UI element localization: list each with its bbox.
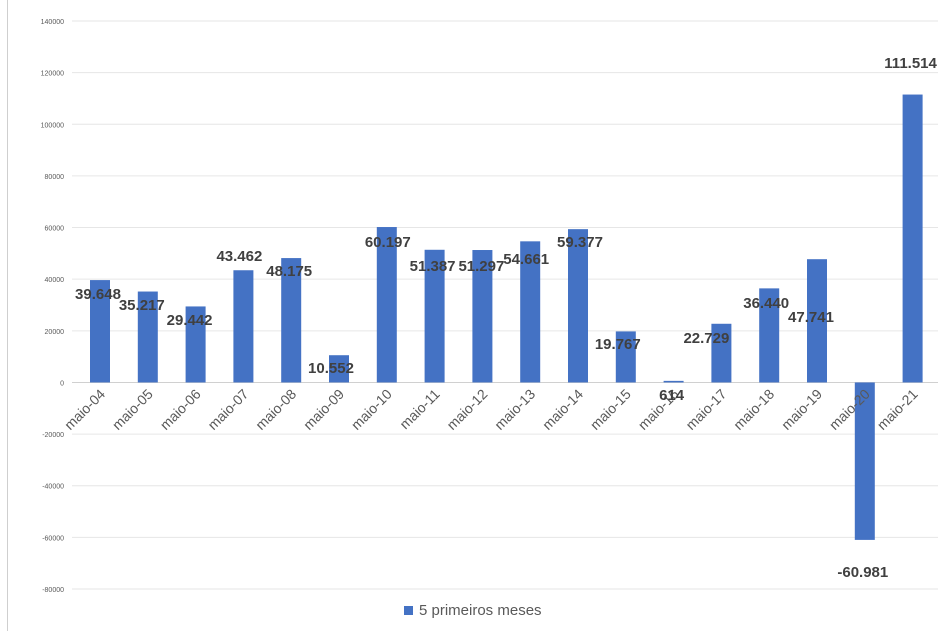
data-label: 51.387 [410, 258, 456, 275]
bar-maio-21 [902, 94, 923, 383]
y-tick-label: 20000 [45, 329, 65, 336]
y-tick-label: 140000 [41, 19, 64, 26]
legend: 5 primeiros meses [404, 602, 542, 619]
bar-maio-12 [472, 250, 493, 383]
bar-maio-08 [281, 258, 302, 383]
y-tick-label: -20000 [42, 432, 64, 439]
y-tick-label: 40000 [45, 277, 65, 284]
bar-maio-05 [137, 291, 158, 383]
data-label: 35.217 [119, 297, 165, 314]
bar-maio-06 [185, 306, 206, 383]
y-axis: 140000 120000 100000 80000 60000 40000 20000 0 -… [41, 19, 64, 594]
x-tick-label: maio-13 [491, 386, 538, 433]
data-label: 47.741 [788, 309, 834, 326]
y-tick-label: -60000 [42, 535, 64, 542]
y-tick-label: -80000 [42, 587, 64, 594]
bar-maio-07 [233, 270, 254, 383]
bar-maio-15 [615, 331, 636, 383]
bar-maio-17 [711, 323, 732, 383]
x-tick-label: maio-09 [300, 386, 347, 433]
data-label: 22.729 [683, 330, 729, 347]
data-label: 54.661 [503, 251, 549, 268]
data-label: -60.981 [837, 564, 888, 581]
data-label: 10.552 [308, 360, 354, 377]
x-tick-label: maio-15 [587, 386, 634, 433]
data-label: 60.197 [365, 234, 411, 251]
y-tick-label: 60000 [45, 226, 65, 233]
x-tick-label: maio-05 [109, 386, 156, 433]
data-label: 29.442 [167, 312, 213, 329]
bar-maio-18 [759, 288, 780, 383]
x-tick-label: maio-10 [348, 386, 395, 433]
bar-maio-09 [329, 355, 349, 383]
y-tick-label: 120000 [41, 71, 64, 78]
bar-maio-19 [807, 259, 827, 383]
x-tick-label: maio-12 [443, 386, 490, 433]
y-tick-label: -40000 [42, 484, 64, 491]
x-tick-label: maio-06 [157, 386, 204, 433]
data-label: 48.175 [266, 263, 312, 280]
gridlines [72, 20, 938, 590]
data-label: 39.648 [75, 286, 121, 303]
data-label: 36.440 [743, 295, 789, 312]
y-tick-label: 100000 [41, 122, 64, 129]
bar-maio-04 [90, 280, 110, 383]
y-tick-label: 0 [60, 380, 64, 387]
data-label: 19.767 [595, 336, 641, 353]
data-label: 59.377 [557, 234, 603, 251]
bar-maio-11 [424, 249, 445, 383]
x-tick-label: maio-17 [682, 386, 729, 433]
x-tick-label: maio-18 [730, 386, 777, 433]
bar-maio-10 [376, 227, 397, 383]
data-label: 111.514 [884, 55, 937, 72]
legend-label: 5 primeiros meses [419, 602, 542, 619]
data-label: 51.297 [458, 258, 504, 275]
y-tick-label: 80000 [45, 174, 65, 181]
left-border [7, 0, 8, 631]
data-label: 614 [659, 387, 685, 404]
x-tick-label: maio-19 [778, 386, 825, 433]
x-tick-label: maio-08 [252, 386, 299, 433]
legend-swatch [404, 606, 413, 615]
x-tick-label: maio-21 [874, 386, 921, 433]
x-tick-label: maio-11 [396, 386, 442, 432]
x-tick-label: maio-14 [539, 386, 586, 433]
bar-maio-20 [854, 382, 875, 540]
x-tick-label: maio-04 [61, 386, 108, 433]
bar-maio-13 [520, 241, 541, 383]
x-tick-label: maio-07 [204, 386, 251, 433]
x-axis: maio-04 maio-05 maio-06 maio-07 maio-08 maio-… [61, 386, 921, 433]
data-label: 43.462 [216, 248, 262, 265]
bars [90, 94, 923, 540]
bar-maio-16 [663, 380, 684, 383]
bar-maio-14 [568, 229, 588, 383]
